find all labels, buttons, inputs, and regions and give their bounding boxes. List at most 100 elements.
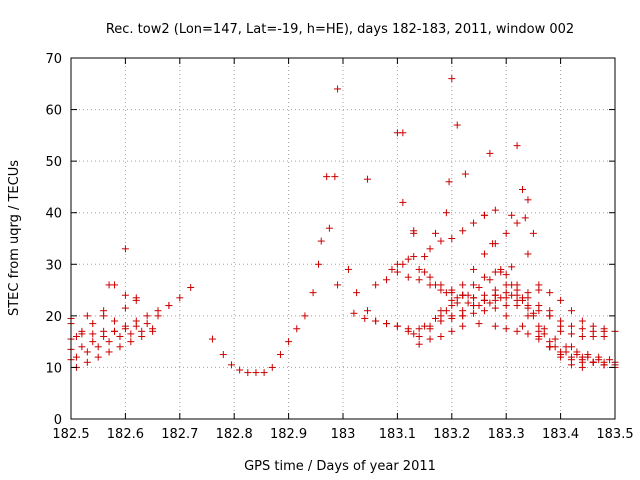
y-tick-label: 10 bbox=[45, 361, 62, 376]
data-point bbox=[448, 327, 456, 335]
data-point bbox=[121, 291, 129, 299]
data-point bbox=[72, 353, 80, 361]
x-tick-label: 182.5 bbox=[52, 427, 89, 442]
data-point bbox=[524, 312, 532, 320]
data-point bbox=[567, 322, 575, 330]
data-points bbox=[67, 75, 619, 377]
data-point bbox=[567, 330, 575, 338]
data-point bbox=[72, 332, 80, 340]
data-point bbox=[448, 296, 456, 304]
data-point bbox=[578, 363, 586, 371]
data-point bbox=[149, 327, 157, 335]
data-point bbox=[334, 85, 342, 93]
data-point bbox=[437, 307, 445, 315]
data-point bbox=[393, 322, 401, 330]
x-tick-label: 183.1 bbox=[379, 427, 416, 442]
data-point bbox=[127, 330, 135, 338]
data-point bbox=[606, 356, 614, 364]
data-point bbox=[426, 325, 434, 333]
data-point bbox=[486, 149, 494, 157]
data-point bbox=[513, 281, 521, 289]
data-point bbox=[404, 255, 412, 263]
data-point bbox=[94, 343, 102, 351]
data-point bbox=[486, 299, 494, 307]
data-point bbox=[111, 317, 119, 325]
data-point bbox=[459, 322, 467, 330]
data-point bbox=[551, 335, 559, 343]
data-point bbox=[105, 348, 113, 356]
data-point bbox=[78, 343, 86, 351]
data-point bbox=[546, 343, 554, 351]
data-point bbox=[437, 237, 445, 245]
data-point bbox=[293, 325, 301, 333]
data-point bbox=[459, 281, 467, 289]
x-axis-label: GPS time / Days of year 2011 bbox=[244, 459, 436, 474]
data-point bbox=[513, 142, 521, 150]
y-tick-label: 40 bbox=[45, 207, 62, 222]
data-point bbox=[524, 302, 532, 310]
data-point bbox=[393, 129, 401, 137]
data-point bbox=[83, 312, 91, 320]
data-point bbox=[521, 214, 529, 222]
data-point bbox=[508, 291, 516, 299]
data-point bbox=[445, 178, 453, 186]
data-point bbox=[383, 276, 391, 284]
data-point bbox=[480, 296, 488, 304]
data-point bbox=[448, 312, 456, 320]
data-point bbox=[404, 273, 412, 281]
data-point bbox=[497, 294, 505, 302]
data-point bbox=[546, 289, 554, 297]
data-point bbox=[578, 317, 586, 325]
data-point bbox=[535, 302, 543, 310]
data-point bbox=[285, 338, 293, 346]
data-point bbox=[573, 351, 581, 359]
x-tick-label: 183.3 bbox=[488, 427, 525, 442]
data-point bbox=[470, 265, 478, 273]
data-point bbox=[470, 309, 478, 317]
data-point bbox=[344, 265, 352, 273]
data-point bbox=[331, 173, 339, 181]
data-point bbox=[116, 343, 124, 351]
x-tick-label: 183.2 bbox=[433, 427, 470, 442]
x-tick-label: 182.9 bbox=[270, 427, 307, 442]
y-tick-label: 0 bbox=[54, 413, 62, 428]
data-point bbox=[361, 314, 369, 322]
data-point bbox=[461, 170, 469, 178]
data-point bbox=[475, 320, 483, 328]
data-point bbox=[323, 173, 331, 181]
data-point bbox=[83, 358, 91, 366]
data-point bbox=[244, 369, 252, 377]
data-point bbox=[502, 271, 510, 279]
data-point bbox=[459, 227, 467, 235]
data-point bbox=[470, 281, 478, 289]
data-point bbox=[502, 229, 510, 237]
data-point bbox=[486, 276, 494, 284]
data-point bbox=[600, 332, 608, 340]
data-point bbox=[595, 356, 603, 364]
y-tick-labels: 0 10 20 30 40 50 60 70 bbox=[45, 52, 62, 428]
data-point bbox=[127, 338, 135, 346]
data-point bbox=[252, 369, 260, 377]
data-point bbox=[453, 299, 461, 307]
data-point bbox=[589, 358, 597, 366]
data-point bbox=[502, 312, 510, 320]
data-point bbox=[399, 198, 407, 206]
data-point bbox=[187, 283, 195, 291]
data-point bbox=[121, 304, 129, 312]
data-point bbox=[317, 237, 325, 245]
data-point bbox=[459, 312, 467, 320]
data-point bbox=[470, 302, 478, 310]
data-point bbox=[513, 219, 521, 227]
data-point bbox=[600, 325, 608, 333]
data-point bbox=[453, 121, 461, 129]
data-point bbox=[497, 265, 505, 273]
data-point bbox=[421, 322, 429, 330]
data-point bbox=[415, 265, 423, 273]
data-point bbox=[350, 309, 358, 317]
data-point bbox=[567, 361, 575, 369]
data-point bbox=[567, 353, 575, 361]
data-point bbox=[513, 327, 521, 335]
data-point bbox=[557, 327, 565, 335]
data-point bbox=[480, 250, 488, 258]
data-point bbox=[437, 317, 445, 325]
